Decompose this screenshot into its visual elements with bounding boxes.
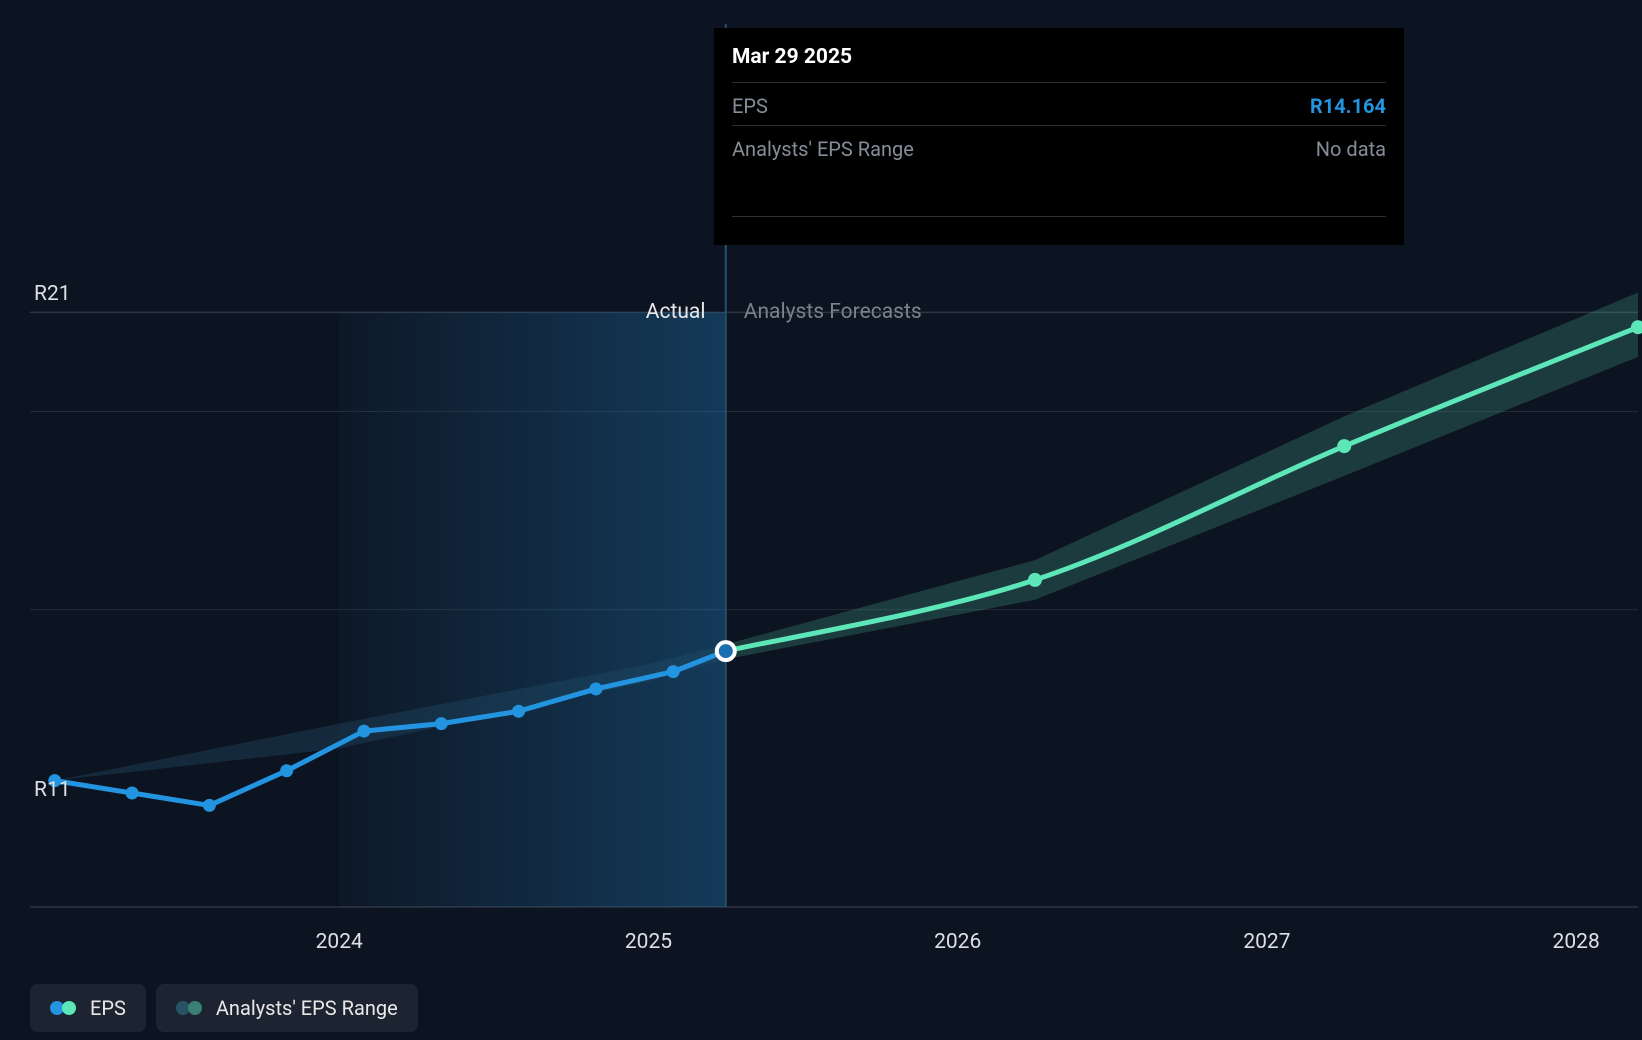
tooltip-row-label: EPS (732, 91, 768, 121)
section-label-forecast: Analysts Forecasts (744, 300, 922, 324)
legend-item-range[interactable]: Analysts' EPS Range (156, 984, 418, 1032)
tooltip-date: Mar 29 2025 (732, 42, 1386, 80)
tooltip-row-value: No data (1316, 134, 1386, 164)
legend-swatch-eps (50, 1001, 78, 1015)
x-axis-tick-label: 2025 (625, 930, 672, 954)
tooltip-row-eps: EPS R14.164 (732, 89, 1386, 123)
x-axis-tick-label: 2027 (1243, 930, 1290, 954)
x-axis-tick-label: 2026 (934, 930, 981, 954)
legend-label: Analysts' EPS Range (216, 996, 398, 1020)
tooltip-row-value: R14.164 (1310, 91, 1386, 121)
legend-swatch-range (176, 1001, 204, 1015)
x-axis-tick-label: 2024 (316, 930, 363, 954)
y-axis-tick-label: R21 (34, 282, 71, 306)
legend-label: EPS (90, 996, 126, 1020)
x-axis-tick-label: 2028 (1553, 930, 1600, 954)
y-axis-tick-label: R11 (34, 778, 71, 802)
section-label-actual: Actual (646, 300, 706, 324)
tooltip-row-range: Analysts' EPS Range No data (732, 132, 1386, 166)
legend-item-eps[interactable]: EPS (30, 984, 146, 1032)
chart-tooltip: Mar 29 2025 EPS R14.164 Analysts' EPS Ra… (714, 28, 1404, 245)
tooltip-row-label: Analysts' EPS Range (732, 134, 914, 164)
chart-legend: EPS Analysts' EPS Range (30, 984, 418, 1032)
